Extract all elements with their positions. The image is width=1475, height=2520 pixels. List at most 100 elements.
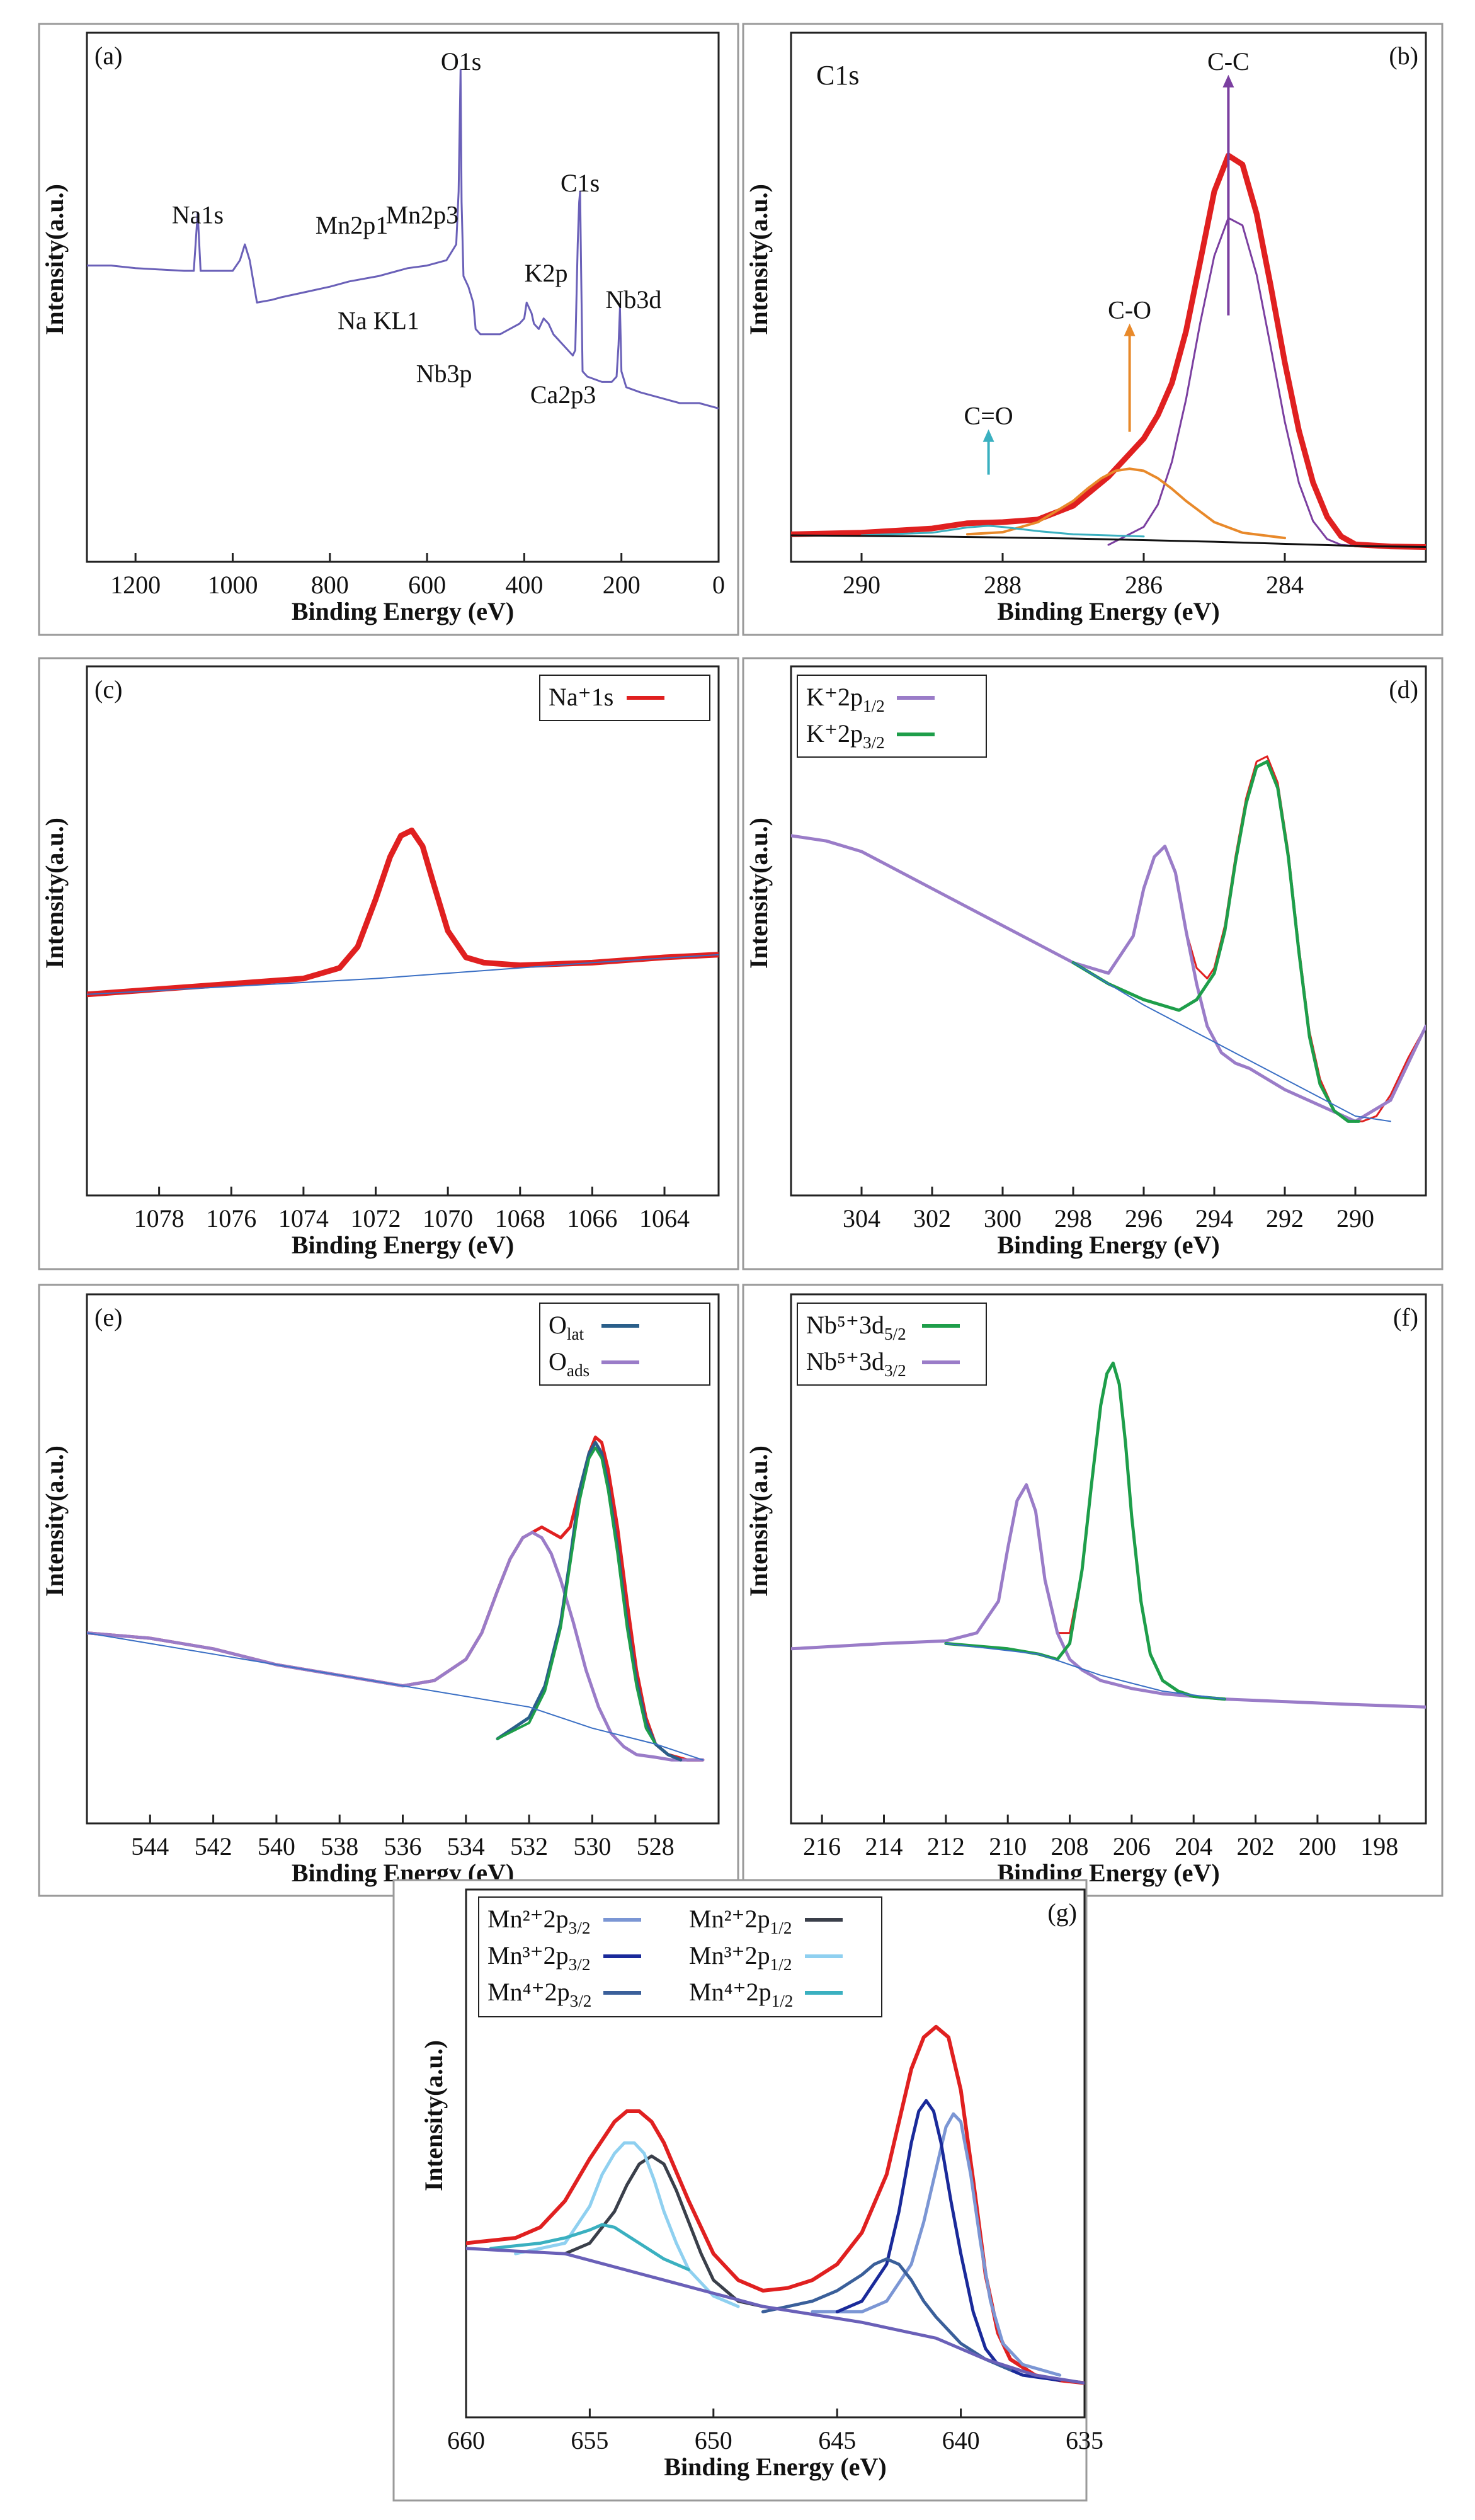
legend-subscript: 3/2 xyxy=(884,1361,906,1380)
series-group xyxy=(87,69,719,409)
x-tick-label: 200 xyxy=(1299,1832,1336,1861)
x-tick-label: 300 xyxy=(984,1204,1022,1233)
x-tick-label: 530 xyxy=(573,1832,611,1861)
series-o-lat-component xyxy=(496,1446,657,1745)
annotation-label: C=O xyxy=(964,402,1013,430)
y-axis-label: Intensity(a.u.) xyxy=(40,184,69,335)
x-tick-label: 1000 xyxy=(207,571,258,599)
panel-label: (c) xyxy=(94,675,122,704)
x-tick-label: 645 xyxy=(818,2426,856,2454)
legend-subscript: 3/2 xyxy=(570,1992,592,2010)
x-tick-label: 298 xyxy=(1054,1204,1092,1233)
annotation-arrowhead xyxy=(1222,74,1234,88)
legend-label: Nb⁵⁺3d5/2 xyxy=(806,1311,906,1343)
x-tick-label: 200 xyxy=(603,571,641,599)
x-tick-label: 1078 xyxy=(134,1204,185,1233)
y-axis-label: Intensity(a.u.) xyxy=(744,1445,773,1597)
annotation-label: Nb3p xyxy=(416,359,472,387)
series-c-c xyxy=(1107,217,1357,547)
annotation-label: Ca2p3 xyxy=(530,380,596,409)
series-group xyxy=(87,1435,705,1762)
legend-subscript: 3/2 xyxy=(569,1955,591,1974)
x-tick-label: 206 xyxy=(1113,1832,1151,1861)
legend-subscript: 1/2 xyxy=(772,1992,794,2010)
x-tick-label: 640 xyxy=(942,2426,980,2454)
series-background xyxy=(87,1632,703,1761)
series-group xyxy=(466,2024,1085,2385)
series-k-2p1-2 xyxy=(791,834,1426,1123)
legend-box xyxy=(797,1303,987,1386)
panel-label: (e) xyxy=(94,1303,122,1331)
x-tick-label: 290 xyxy=(843,571,880,599)
legend-subscript: 1/2 xyxy=(770,1919,792,1937)
plot-area xyxy=(86,665,720,1197)
x-tick-label: 600 xyxy=(408,571,446,599)
x-tick-label: 1074 xyxy=(278,1204,329,1233)
x-axis-label: Binding Energy (eV) xyxy=(664,2453,886,2481)
panel-label: (a) xyxy=(94,42,122,70)
x-tick-label: 1072 xyxy=(351,1204,401,1233)
x-tick-label: 536 xyxy=(384,1832,422,1861)
legend-box xyxy=(539,1303,710,1386)
annotation-label: Nb3d xyxy=(606,285,662,314)
series-background xyxy=(945,1643,1226,1700)
x-tick-label: 400 xyxy=(505,571,543,599)
series-background xyxy=(791,534,1426,548)
y-axis-label: Intensity(a.u.) xyxy=(40,1445,69,1597)
x-axis-label: Binding Energy (eV) xyxy=(292,597,514,625)
y-axis-label: Intensity(a.u.) xyxy=(744,818,773,969)
x-tick-label: 660 xyxy=(447,2426,485,2454)
x-tick-label: 302 xyxy=(913,1204,951,1233)
series-survey xyxy=(87,69,719,409)
panel-frame xyxy=(742,1284,1444,1897)
x-tick-label: 294 xyxy=(1195,1204,1233,1233)
series-mn2-2p3-2 xyxy=(811,2112,1062,2377)
x-tick-label: 296 xyxy=(1125,1204,1163,1233)
x-axis-label: Binding Energy (eV) xyxy=(997,597,1219,625)
legend-subscript: ads xyxy=(567,1361,589,1380)
series-background xyxy=(1073,962,1391,1122)
x-tick-label: 304 xyxy=(843,1204,880,1233)
x-tick-label: 655 xyxy=(571,2426,608,2454)
annotation-arrowhead xyxy=(1124,323,1136,336)
series-group xyxy=(87,827,719,998)
x-tick-label: 542 xyxy=(195,1832,232,1861)
x-tick-label: 216 xyxy=(803,1832,841,1861)
panel-frame xyxy=(38,657,739,1270)
x-tick-label: 635 xyxy=(1066,2426,1103,2454)
x-tick-label: 1076 xyxy=(206,1204,256,1233)
panel-a: 1200 1000 800 600 400 200 0 Binding Energy (eV)… xyxy=(38,23,739,636)
series-raw xyxy=(791,152,1426,550)
x-tick-label: 1070 xyxy=(423,1204,473,1233)
annotation-label: Na1s xyxy=(172,200,224,229)
plot-area xyxy=(790,31,1427,563)
y-axis-label: Intensity(a.u.) xyxy=(744,184,773,335)
panel-label: (f) xyxy=(1393,1303,1418,1331)
series-mn4-2p3-2 xyxy=(761,2257,1012,2372)
series-na-1s xyxy=(87,827,719,998)
x-tick-label: 210 xyxy=(989,1832,1027,1861)
annotation-label: C-O xyxy=(1108,296,1151,324)
x-tick-label: 214 xyxy=(865,1832,903,1861)
series-nb5-3d5-2 xyxy=(944,1361,1226,1701)
x-tick-label: 212 xyxy=(927,1832,965,1861)
x-tick-label: 532 xyxy=(510,1832,548,1861)
x-axis-label: Binding Energy (eV) xyxy=(997,1231,1219,1259)
panel-frame xyxy=(742,657,1444,1270)
x-tick-label: 292 xyxy=(1266,1204,1304,1233)
x-tick-label: 288 xyxy=(984,571,1022,599)
panel-label: (d) xyxy=(1389,675,1418,704)
series-mn3-2p3-2 xyxy=(835,2099,1062,2382)
x-tick-label: 198 xyxy=(1360,1832,1398,1861)
series-c-o xyxy=(966,467,1286,540)
legend-subscript: 3/2 xyxy=(569,1919,591,1937)
x-axis-label: Binding Energy (eV) xyxy=(292,1231,514,1259)
x-tick-label: 544 xyxy=(131,1832,169,1861)
x-tick-label: 528 xyxy=(637,1832,675,1861)
panel-label: (b) xyxy=(1389,42,1418,70)
annotation-label: Na KL1 xyxy=(338,306,419,334)
legend-subscript: 1/2 xyxy=(863,697,885,716)
series-o-lat xyxy=(496,1440,683,1762)
